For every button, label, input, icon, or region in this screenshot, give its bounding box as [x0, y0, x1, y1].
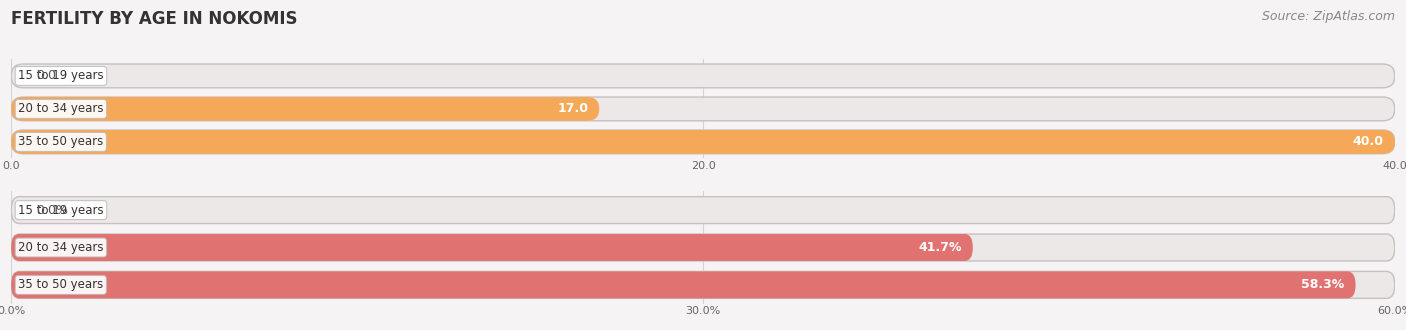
FancyBboxPatch shape	[11, 97, 1395, 121]
FancyBboxPatch shape	[11, 272, 1395, 298]
Text: 41.7%: 41.7%	[918, 241, 962, 254]
Text: 15 to 19 years: 15 to 19 years	[18, 69, 104, 82]
FancyBboxPatch shape	[11, 197, 1395, 223]
Text: 35 to 50 years: 35 to 50 years	[18, 279, 104, 291]
Text: 15 to 19 years: 15 to 19 years	[18, 204, 104, 216]
Text: 40.0: 40.0	[1353, 135, 1384, 148]
Text: 58.3%: 58.3%	[1301, 279, 1344, 291]
Text: 0.0%: 0.0%	[37, 204, 67, 216]
Text: 35 to 50 years: 35 to 50 years	[18, 135, 104, 148]
Text: 20 to 34 years: 20 to 34 years	[18, 102, 104, 115]
Text: 20 to 34 years: 20 to 34 years	[18, 241, 104, 254]
FancyBboxPatch shape	[11, 130, 1395, 154]
FancyBboxPatch shape	[11, 130, 1395, 154]
FancyBboxPatch shape	[11, 97, 599, 121]
Text: 17.0: 17.0	[557, 102, 588, 115]
Text: FERTILITY BY AGE IN NOKOMIS: FERTILITY BY AGE IN NOKOMIS	[11, 10, 298, 28]
FancyBboxPatch shape	[11, 64, 1395, 88]
FancyBboxPatch shape	[11, 272, 1355, 298]
FancyBboxPatch shape	[11, 234, 1395, 261]
Text: Source: ZipAtlas.com: Source: ZipAtlas.com	[1261, 10, 1395, 23]
FancyBboxPatch shape	[11, 234, 973, 261]
Text: 0.0: 0.0	[37, 69, 56, 82]
